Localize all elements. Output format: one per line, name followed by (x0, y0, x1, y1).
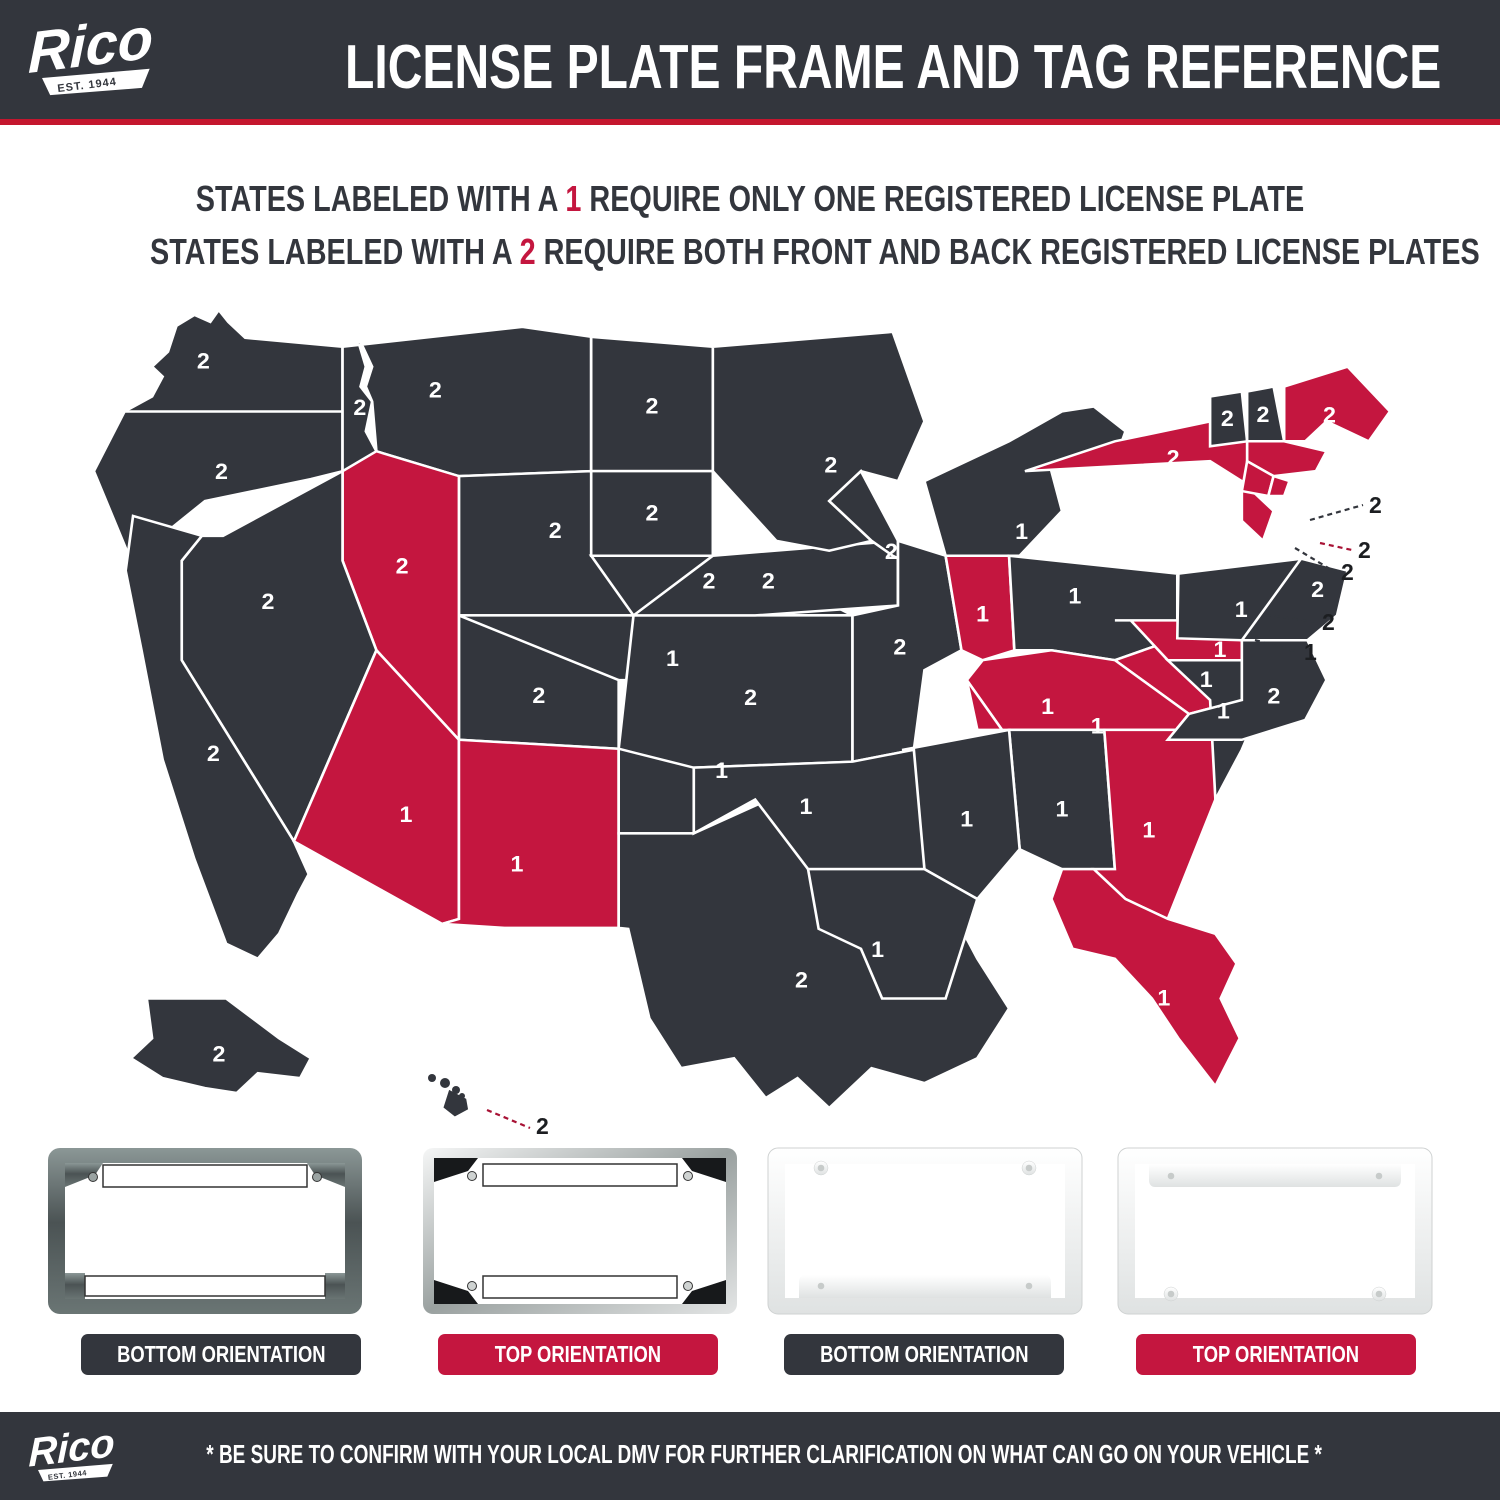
svg-text:1: 1 (1015, 520, 1028, 544)
svg-text:1: 1 (666, 647, 679, 671)
svg-text:1: 1 (799, 795, 812, 819)
svg-text:1: 1 (976, 602, 989, 626)
svg-text:1: 1 (715, 758, 728, 782)
svg-text:2: 2 (646, 394, 659, 418)
svg-text:2: 2 (795, 968, 808, 992)
svg-text:2: 2 (646, 501, 659, 525)
svg-text:2: 2 (1323, 403, 1336, 427)
svg-text:1: 1 (510, 852, 523, 876)
svg-text:1: 1 (1157, 986, 1170, 1010)
svg-text:2: 2 (744, 686, 757, 710)
svg-text:2: 2 (824, 453, 837, 477)
svg-text:2: 2 (1167, 446, 1180, 470)
svg-text:2: 2 (1257, 403, 1270, 427)
svg-text:1: 1 (400, 802, 413, 826)
svg-text:2: 2 (1341, 559, 1354, 585)
svg-text:2: 2 (429, 378, 442, 402)
svg-text:2: 2 (1311, 578, 1324, 602)
svg-text:1: 1 (1304, 639, 1317, 665)
svg-text:1: 1 (1142, 818, 1155, 842)
svg-text:2: 2 (762, 569, 775, 593)
svg-text:1: 1 (1041, 695, 1054, 719)
svg-text:2: 2 (893, 635, 906, 659)
svg-text:1: 1 (960, 807, 973, 831)
svg-text:2: 2 (212, 1042, 225, 1066)
svg-text:2: 2 (1221, 407, 1234, 431)
svg-text:1: 1 (1091, 714, 1104, 738)
svg-text:2: 2 (532, 684, 545, 708)
svg-text:1: 1 (1200, 668, 1213, 692)
svg-text:1: 1 (1235, 598, 1248, 622)
svg-text:2: 2 (885, 540, 898, 564)
svg-text:1: 1 (1068, 584, 1081, 608)
svg-text:1: 1 (1056, 797, 1069, 821)
svg-text:2: 2 (1358, 537, 1371, 563)
svg-text:2: 2 (197, 349, 210, 373)
svg-text:1: 1 (1217, 699, 1230, 723)
svg-text:2: 2 (1369, 492, 1382, 518)
svg-text:2: 2 (1267, 684, 1280, 708)
svg-text:2: 2 (536, 1113, 549, 1139)
svg-text:2: 2 (215, 460, 228, 484)
svg-text:2: 2 (207, 742, 220, 766)
svg-text:2: 2 (549, 518, 562, 542)
svg-text:1: 1 (1214, 638, 1227, 662)
svg-text:2: 2 (396, 554, 409, 578)
svg-text:2: 2 (353, 396, 366, 420)
svg-text:1: 1 (871, 938, 884, 962)
svg-text:2: 2 (1322, 609, 1335, 635)
svg-text:2: 2 (261, 590, 274, 614)
svg-text:2: 2 (703, 569, 716, 593)
